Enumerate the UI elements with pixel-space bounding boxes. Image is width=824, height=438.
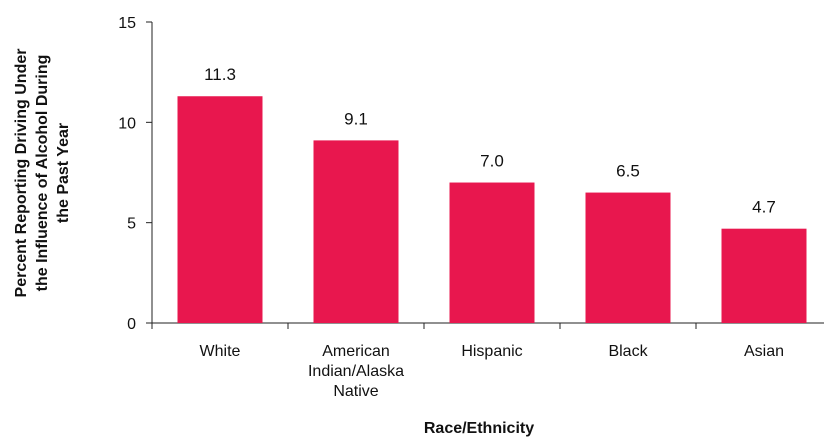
data-label: 4.7 — [752, 198, 776, 217]
bar — [449, 182, 535, 323]
category-label: Black — [608, 343, 648, 360]
bars-group — [177, 96, 807, 323]
y-axis-title-line: Percent Reporting Driving Under — [13, 49, 30, 298]
category-label-line: Asian — [744, 343, 784, 360]
y-tick-label: 15 — [118, 15, 136, 32]
y-tick-label: 5 — [127, 216, 136, 233]
y-axis-title-text: Percent Reporting Driving Under the Influ… — [13, 49, 72, 298]
category-label-line: Indian/Alaska — [308, 363, 404, 380]
category-labels-group: White American Indian/Alaska Native Hispanic… — [200, 343, 784, 400]
x-axis-title: Race/Ethnicity — [424, 420, 534, 437]
category-label: White — [200, 343, 241, 360]
bar — [585, 192, 671, 323]
x-axis — [151, 322, 824, 329]
data-label: 9.1 — [344, 109, 368, 128]
category-label: Asian — [744, 343, 784, 360]
data-label: 6.5 — [616, 162, 640, 181]
category-label-line: American — [322, 343, 390, 360]
y-tick-label: 10 — [118, 115, 136, 132]
category-label-line: White — [200, 343, 241, 360]
bar — [177, 96, 263, 323]
y-axis-title-line: the Past Year — [55, 123, 72, 223]
data-label: 7.0 — [480, 152, 504, 171]
category-label-line: Native — [333, 383, 378, 400]
category-label-line: Black — [608, 343, 648, 360]
category-label: Hispanic — [461, 343, 522, 360]
y-axis-title-line: the Influence of Alcohol During — [34, 55, 51, 292]
y-axis-title: Percent Reporting Driving Under the Influ… — [13, 49, 72, 298]
category-label-line: Hispanic — [461, 343, 522, 360]
y-tick-label: 0 — [127, 316, 136, 333]
data-labels-group: 11.3 9.1 7.0 6.5 4.7 — [204, 65, 776, 216]
bar — [313, 140, 399, 323]
y-axis: 0 5 10 15 — [118, 15, 153, 333]
data-label: 11.3 — [204, 65, 236, 84]
category-label: American Indian/Alaska Native — [308, 343, 404, 400]
bar — [721, 228, 807, 323]
